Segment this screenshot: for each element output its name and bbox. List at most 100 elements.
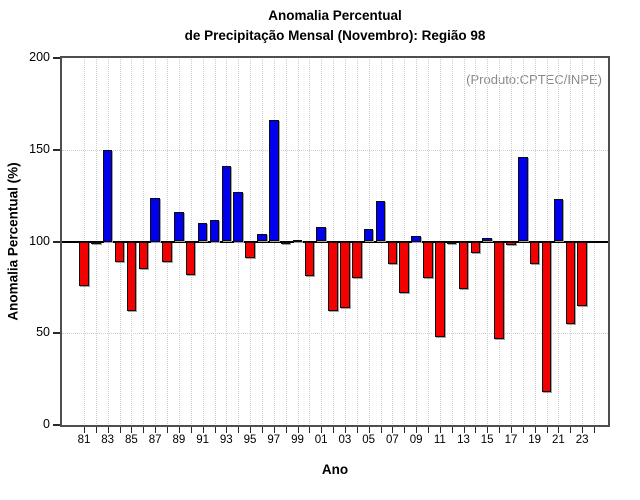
x-tick [155, 427, 157, 433]
x-tick [344, 427, 346, 433]
bar-2012 [446, 241, 457, 244]
bar-2020 [541, 241, 552, 392]
x-tick [167, 427, 168, 433]
bar-2023 [577, 241, 587, 306]
x-tick [404, 427, 406, 433]
x-tick [333, 427, 335, 433]
chart-subtitle: de Precipitação Mensal (Novembro): Regiã… [184, 28, 486, 43]
bar-1998 [280, 241, 291, 244]
x-tick [190, 427, 192, 433]
x-tick [475, 427, 477, 433]
bar-2008 [399, 241, 409, 293]
x-tick [594, 427, 595, 433]
y-tick [53, 424, 60, 426]
horizontal-gridline-150 [62, 149, 608, 151]
bar-2006 [375, 201, 386, 242]
x-tick [499, 427, 501, 433]
x-tick [119, 427, 121, 433]
x-tick [463, 427, 465, 433]
x-tick [380, 427, 382, 433]
bar-2015 [482, 237, 492, 242]
x-tick-label-03: 03 [338, 434, 352, 446]
x-tick [511, 427, 512, 433]
bar-2019 [529, 241, 540, 264]
y-tick [53, 148, 60, 151]
x-tick-label-89: 89 [172, 434, 186, 446]
bar-2000 [304, 241, 315, 277]
x-tick [297, 427, 299, 433]
x-tick [570, 427, 572, 433]
bar-1991 [197, 223, 208, 242]
x-tick-label-91: 91 [196, 434, 209, 446]
y-tick [53, 57, 60, 59]
x-tick [558, 427, 560, 433]
bar-1992 [209, 219, 220, 242]
x-tick-label-17: 17 [504, 434, 518, 446]
bar-1983 [102, 149, 113, 242]
x-tick-label-01: 01 [314, 434, 328, 446]
x-tick [487, 427, 489, 433]
x-tick-label-19: 19 [528, 434, 542, 446]
x-tick [356, 427, 358, 433]
x-tick [250, 427, 251, 433]
x-tick [309, 427, 311, 433]
bar-1993 [221, 166, 232, 242]
x-tick [439, 427, 441, 433]
x-tick-label-07: 07 [385, 434, 399, 446]
bar-2016 [494, 241, 504, 339]
x-tick-label-13: 13 [457, 434, 470, 446]
x-tick [84, 427, 85, 433]
x-tick-label-09: 09 [409, 434, 423, 446]
x-tick [522, 427, 524, 433]
y-tick-label-50: 50 [36, 325, 50, 340]
bar-2003 [340, 241, 350, 308]
bar-2018 [518, 157, 528, 242]
x-tick [214, 427, 216, 433]
y-axis-title: Anomalia Percentual (%) [5, 162, 21, 321]
bar-1995 [245, 241, 255, 258]
x-tick [238, 427, 240, 433]
x-tick-label-21: 21 [551, 434, 565, 446]
horizontal-gridline-50 [62, 333, 608, 335]
bar-1996 [257, 234, 267, 242]
bar-1999 [292, 239, 303, 242]
x-tick [582, 427, 584, 433]
bar-2022 [565, 241, 576, 325]
bar-2011 [435, 241, 445, 337]
bar-1989 [174, 212, 184, 242]
x-tick [178, 427, 180, 433]
bar-2004 [352, 241, 362, 279]
bar-2010 [423, 241, 433, 279]
x-tick [427, 427, 429, 433]
bar-2001 [316, 226, 326, 242]
bar-2009 [411, 236, 421, 242]
x-tick-label-95: 95 [243, 434, 257, 446]
x-tick [273, 427, 275, 433]
x-tick [416, 427, 418, 433]
y-tick [53, 332, 60, 335]
x-tick-label-83: 83 [101, 434, 115, 446]
x-tick [143, 427, 145, 433]
y-tick-label-150: 150 [29, 141, 50, 156]
x-tick-label-85: 85 [124, 434, 138, 446]
x-tick-label-15: 15 [480, 434, 494, 446]
y-tick-label-200: 200 [29, 50, 50, 64]
x-tick [368, 427, 370, 433]
x-tick-label-97: 97 [267, 434, 281, 446]
x-tick-label-05: 05 [362, 434, 375, 446]
bar-2005 [363, 228, 374, 242]
x-tick [107, 427, 109, 433]
x-tick-label-11: 11 [433, 434, 446, 446]
x-tick-label-93: 93 [219, 434, 233, 446]
x-tick [226, 427, 228, 433]
chart-title-block: Anomalia Percentual de Precipitação Mens… [62, 6, 608, 46]
bar-1987 [150, 197, 160, 242]
y-tick-label-100: 100 [29, 233, 50, 248]
x-tick [321, 427, 323, 433]
x-axis-title: Ano [321, 462, 349, 477]
bar-1988 [162, 241, 172, 262]
bar-1994 [233, 192, 243, 242]
bar-2013 [458, 241, 469, 290]
x-tick [285, 427, 287, 433]
